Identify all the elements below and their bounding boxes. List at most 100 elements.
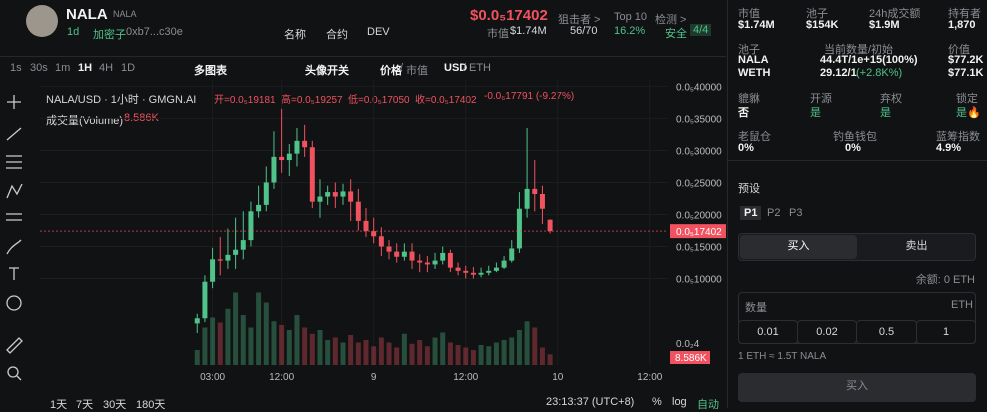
- volume-bar: [401, 333, 407, 365]
- flag-value: 是🔥: [956, 107, 981, 119]
- volume-bar: [470, 350, 476, 365]
- token-avatar: [26, 5, 58, 37]
- x-tick-label: 12:00: [637, 372, 662, 383]
- candle-body: [470, 272, 476, 275]
- candle-body: [394, 251, 400, 257]
- candle-body: [424, 262, 430, 265]
- buy-tab[interactable]: 买入: [740, 235, 857, 259]
- pool-value: $77.1K: [948, 67, 984, 79]
- price-mode[interactable]: 市值: [406, 65, 428, 77]
- pool-token: NALA: [738, 54, 769, 66]
- range[interactable]: 7天: [76, 399, 94, 411]
- candle-body: [332, 192, 338, 197]
- flag-label: 弃权: [880, 93, 902, 105]
- ratio-value: 0%: [845, 142, 861, 154]
- currency[interactable]: USD: [444, 62, 468, 74]
- pool-header: 当前数量/初始: [824, 44, 894, 56]
- range[interactable]: 30天: [103, 399, 127, 411]
- snipers: 56/70: [570, 25, 598, 37]
- ticker: NALA: [113, 9, 137, 19]
- candle-body: [486, 270, 492, 273]
- age: 1d: [67, 26, 80, 38]
- candle-body: [286, 153, 292, 161]
- candle-body: [447, 252, 453, 268]
- mcap: $1.74M: [510, 25, 547, 37]
- link[interactable]: 名称: [284, 29, 306, 41]
- link[interactable]: DEV: [367, 26, 390, 38]
- candle-body: [493, 267, 499, 271]
- y-tick-label: 0.0₅25000: [676, 178, 722, 189]
- preset[interactable]: P3: [789, 207, 803, 219]
- amount-box: [738, 292, 976, 344]
- stat-label: 池子: [806, 8, 828, 20]
- range[interactable]: 180天: [136, 399, 166, 411]
- interval[interactable]: 1H: [78, 62, 93, 74]
- volume-bar: [493, 342, 499, 365]
- volume-bar: [409, 343, 415, 365]
- volume-bar: [286, 330, 292, 365]
- volume-bar: [317, 330, 323, 365]
- amount-label[interactable]: 数量: [745, 302, 767, 314]
- amount-option[interactable]: 0.5: [856, 320, 917, 344]
- candle-body: [225, 254, 231, 261]
- amount-option[interactable]: 1: [916, 320, 976, 344]
- candle-body: [340, 191, 346, 197]
- interval[interactable]: 4H: [99, 62, 114, 74]
- ohlc: 开=0.0₅19181: [214, 95, 276, 106]
- candle-body: [363, 220, 369, 232]
- amount-option[interactable]: 0.01: [738, 320, 798, 344]
- avatar-toggle[interactable]: 头像开关: [305, 65, 349, 77]
- amount-option[interactable]: 0.02: [797, 320, 857, 344]
- flag-value: 否: [738, 107, 749, 119]
- percent[interactable]: %: [652, 396, 662, 408]
- volume-bar: [248, 327, 254, 365]
- preset[interactable]: P2: [767, 207, 781, 219]
- y-tick-label: 0.0₅20000: [676, 210, 722, 221]
- rate: 1 ETH ≈ 1.5T NALA: [738, 351, 827, 362]
- pool-value: $77.2K: [948, 54, 984, 66]
- stat-label: 24h成交额: [869, 8, 921, 20]
- check-label[interactable]: 检测 >: [655, 14, 687, 26]
- range[interactable]: 1天: [50, 399, 68, 411]
- preset[interactable]: P1: [740, 206, 762, 220]
- volume-bar: [309, 333, 315, 365]
- multi-chart[interactable]: 多图表: [194, 65, 227, 77]
- drawing-tools[interactable]: [0, 88, 30, 388]
- candle-body: [378, 236, 384, 247]
- interval[interactable]: 1D: [121, 62, 136, 74]
- candle-body: [309, 147, 315, 202]
- price-mode[interactable]: 价格: [380, 65, 402, 77]
- volume-bar: [516, 330, 522, 365]
- volume-bar: [524, 321, 530, 365]
- volume-bar: [532, 327, 538, 365]
- candle-body: [532, 188, 538, 194]
- ratio-label: 老鼠仓: [738, 131, 771, 143]
- candle-body: [432, 260, 438, 265]
- stat-label: 市值: [738, 8, 760, 20]
- clock: 23:13:37 (UTC+8): [546, 396, 635, 408]
- legend-title: NALA/USD · 1小时 · GMGN.AI: [46, 94, 197, 106]
- volume-bar: [424, 346, 430, 365]
- candle-body: [348, 191, 354, 202]
- interval[interactable]: 1s: [10, 62, 22, 74]
- candle-body: [524, 188, 530, 209]
- volume-bar: [194, 350, 200, 365]
- volume-bar: [233, 292, 239, 365]
- candle-body: [302, 140, 308, 148]
- candle-body: [401, 251, 407, 257]
- snipers-label[interactable]: 狙击者 >: [558, 14, 601, 26]
- buy-button[interactable]: 买入: [738, 373, 976, 402]
- pool-amount: 29.12/1: [820, 67, 857, 79]
- currency[interactable]: ETH: [469, 62, 491, 74]
- stat-value: $154K: [806, 19, 839, 31]
- ratio-value: 4.9%: [936, 142, 962, 154]
- auto[interactable]: 自动: [697, 399, 719, 411]
- candle-body: [501, 260, 507, 268]
- interval[interactable]: 30s: [30, 62, 48, 74]
- sell-tab[interactable]: 卖出: [905, 240, 928, 252]
- link[interactable]: 合约: [326, 29, 348, 41]
- y-tick-label: 0.0₅40000: [676, 82, 722, 93]
- interval[interactable]: 1m: [55, 62, 71, 74]
- log[interactable]: log: [672, 396, 687, 408]
- x-tick-label: 12:00: [269, 372, 294, 383]
